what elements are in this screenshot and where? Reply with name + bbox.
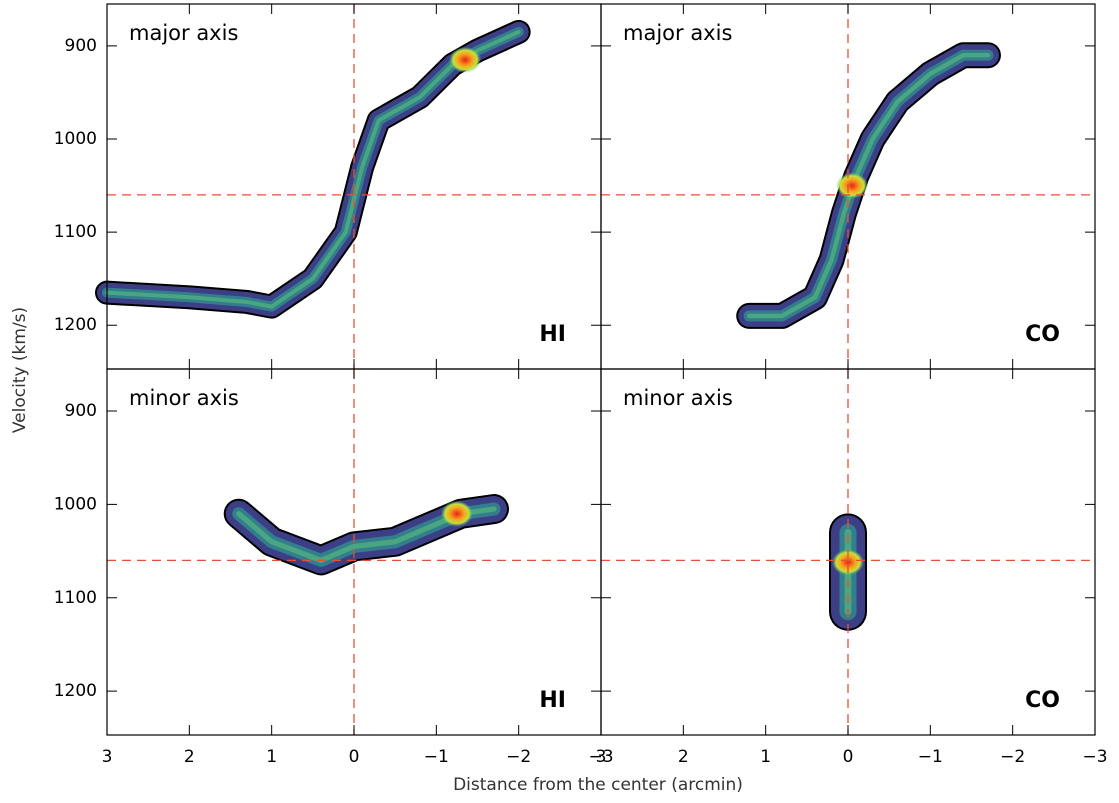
x-tick-label: −2 bbox=[506, 747, 531, 767]
emission-peak bbox=[440, 500, 473, 527]
x-tick-label: −1 bbox=[424, 747, 449, 767]
y-tick-label: 1100 bbox=[54, 588, 97, 608]
x-tick-label: 1 bbox=[760, 747, 771, 767]
y-tick-label: 1200 bbox=[54, 315, 97, 335]
tracer-label: CO bbox=[1025, 688, 1060, 713]
emission-ridge bbox=[736, 42, 1001, 329]
tracer-label: HI bbox=[539, 322, 566, 347]
panel: major axis CO bbox=[600, 3, 1096, 370]
y-tick-label: 1000 bbox=[54, 494, 97, 514]
emission-ridge bbox=[738, 44, 999, 327]
panel-title: major axis bbox=[623, 21, 732, 45]
y-tick-label: 1100 bbox=[54, 222, 97, 242]
emission-peak bbox=[832, 549, 864, 576]
x-tick-label: 0 bbox=[843, 747, 854, 767]
tracer-label: HI bbox=[539, 688, 566, 713]
panel-title: minor axis bbox=[623, 386, 733, 410]
emission-ridge bbox=[97, 21, 529, 317]
panel-title: major axis bbox=[129, 21, 238, 45]
emission-ridge bbox=[743, 49, 994, 322]
panel-title: minor axis bbox=[129, 386, 239, 410]
x-tick-label: 2 bbox=[678, 747, 689, 767]
x-tick-label: 0 bbox=[349, 747, 360, 767]
x-tick-label: 2 bbox=[184, 747, 195, 767]
x-tick-label: −3 bbox=[1082, 747, 1107, 767]
y-axis-label: Velocity (km/s) bbox=[10, 307, 30, 433]
emission-peak bbox=[836, 172, 869, 199]
tracer-label: CO bbox=[1025, 322, 1060, 347]
y-tick-label: 1200 bbox=[54, 681, 97, 701]
y-tick-label: 1000 bbox=[54, 129, 97, 149]
x-tick-label: 3 bbox=[102, 747, 113, 767]
y-tick-label: 900 bbox=[65, 36, 97, 56]
y-tick-label: 900 bbox=[65, 401, 97, 421]
panel: 900 1000 1100 1200 major axis HI bbox=[54, 3, 602, 370]
x-tick-label: −2 bbox=[1000, 747, 1025, 767]
panel: 3 2 1 0 −1 −2 −3 minor axis CO bbox=[596, 368, 1108, 767]
x-tick-label: −3 bbox=[588, 747, 613, 767]
x-tick-label: −1 bbox=[918, 747, 943, 767]
emission-peak bbox=[449, 46, 482, 73]
x-tick-label: 1 bbox=[266, 747, 277, 767]
emission-ridge bbox=[747, 53, 991, 319]
x-axis-label: Distance from the center (arcmin) bbox=[453, 775, 743, 795]
x-tick-label: 3 bbox=[596, 747, 607, 767]
panel: 3 2 1 0 −1 −2 −3 900 1000 1100 1200 minor axis HI bbox=[54, 368, 614, 767]
